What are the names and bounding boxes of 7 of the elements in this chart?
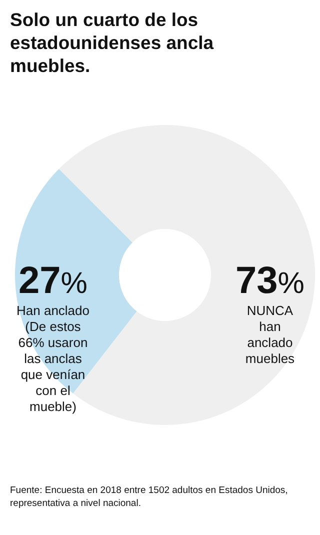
- chart-title: Solo un cuarto de los estadounidenses ancla muebles.: [10, 8, 215, 77]
- donut-slice: [15, 168, 137, 394]
- slice-label: Han anclado (De estos 66% usaron las anclas que venían con el mueble): [16, 303, 90, 414]
- source-note: Fuente: Encuesta en 2018 entre 1502 adultos en Estados Unidos, representativa a nivel nacional.: [10, 484, 289, 510]
- data-label: 27%: [18, 260, 88, 302]
- data-label: 73%: [236, 260, 304, 302]
- slice-label: NUNCA han anclado muebles: [245, 303, 296, 366]
